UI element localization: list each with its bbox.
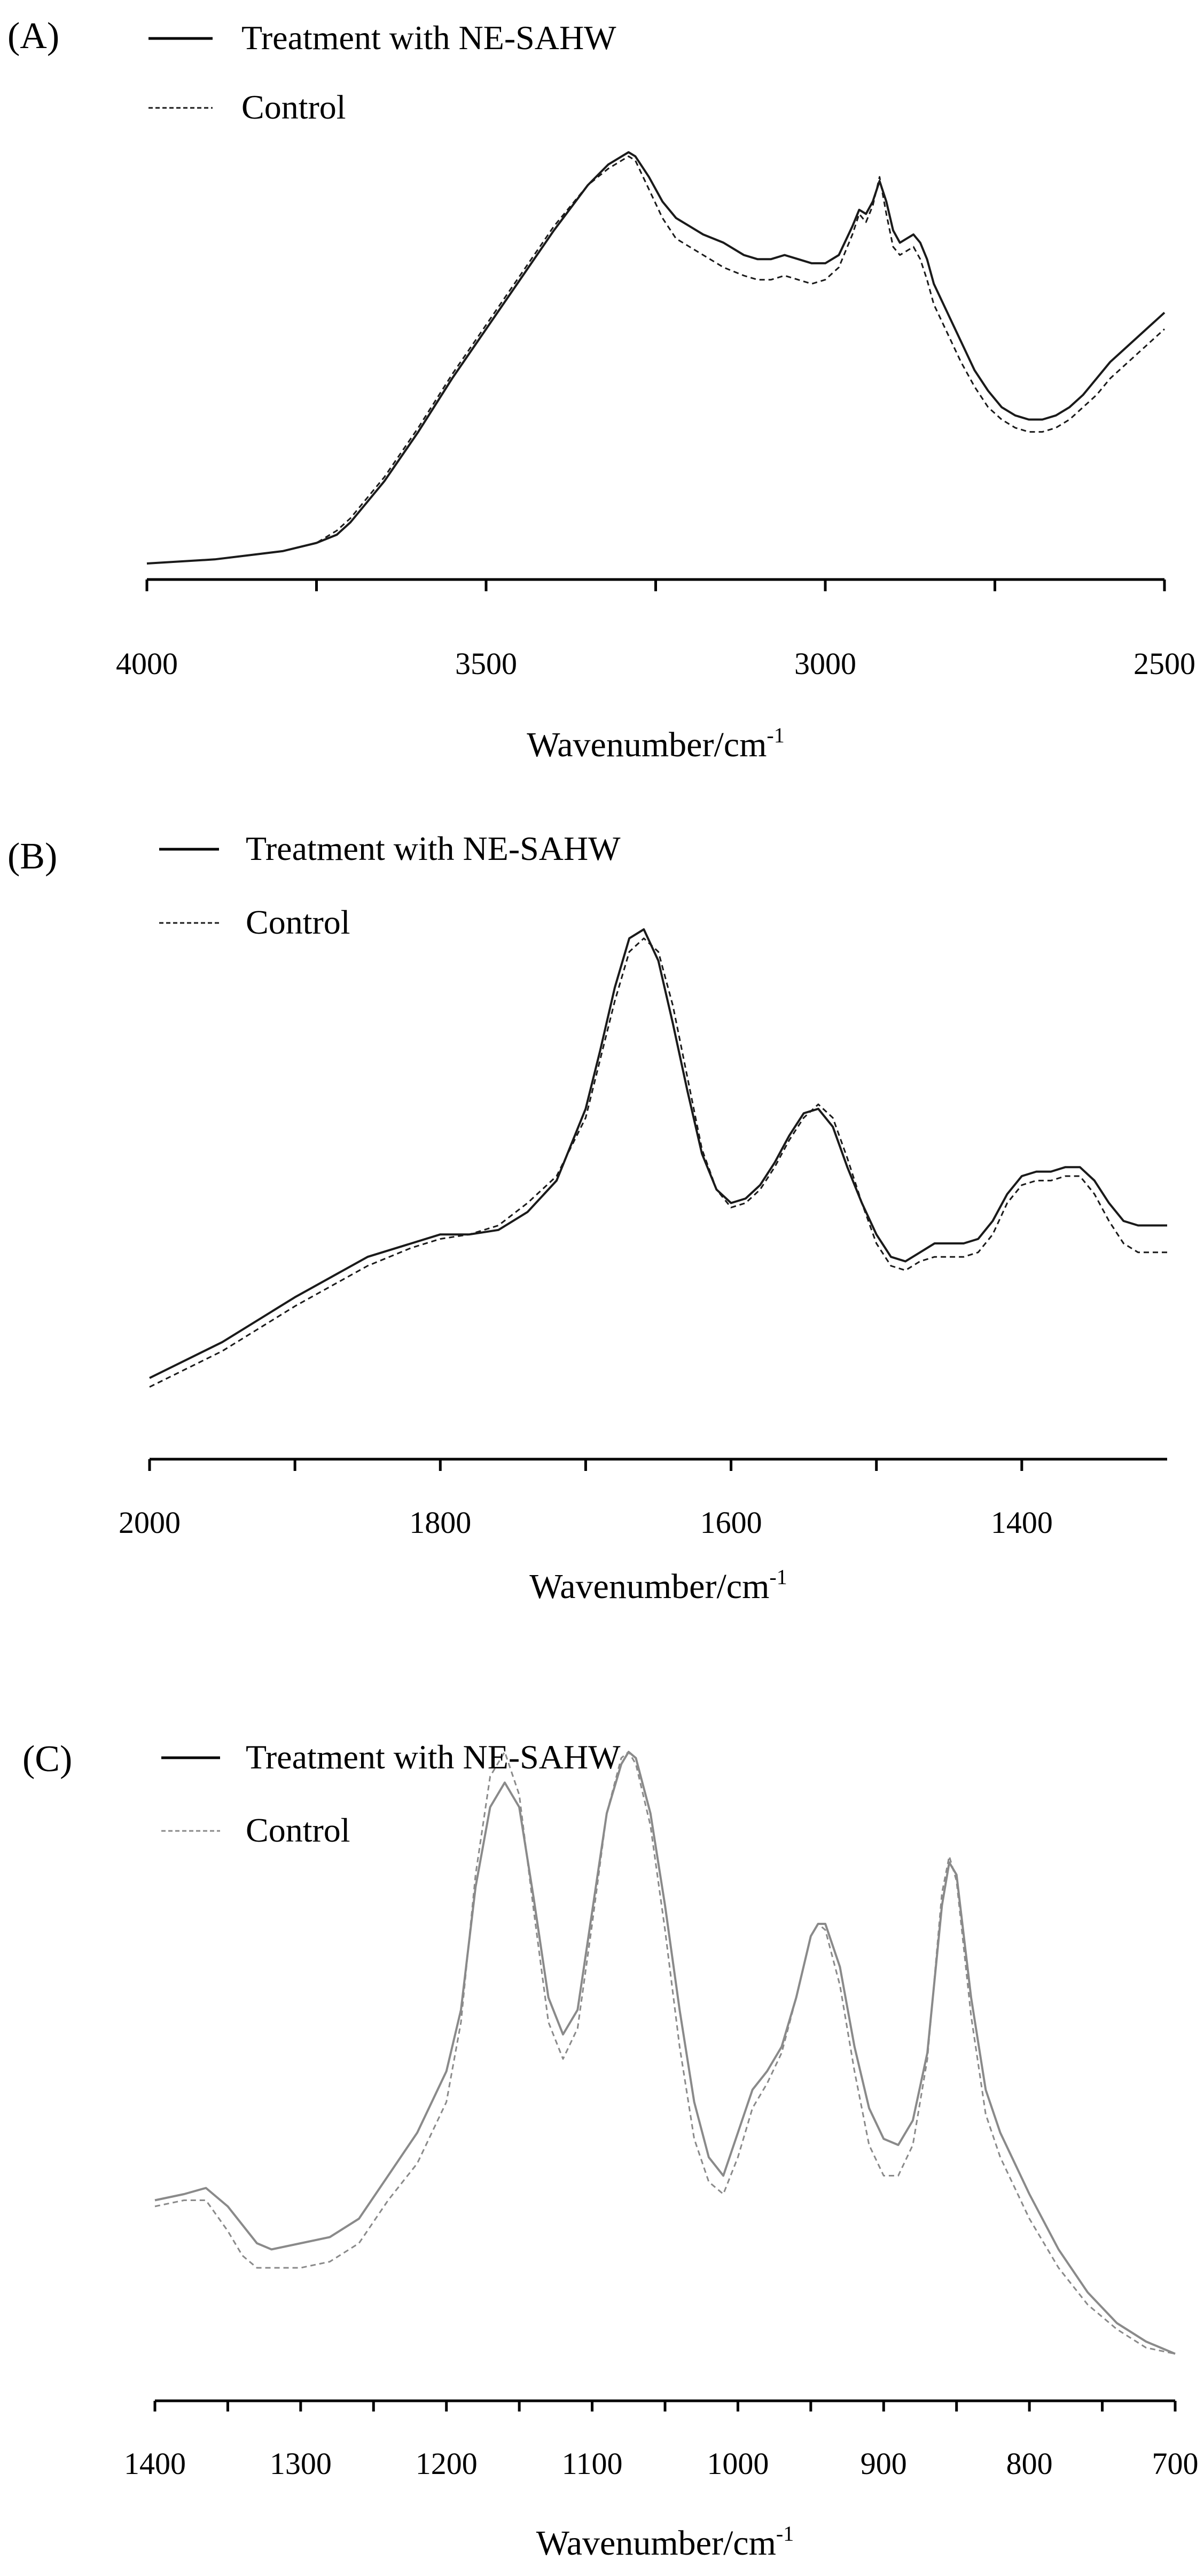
- panel-label: (B): [7, 836, 57, 877]
- x-tick-label: 900: [861, 2446, 907, 2481]
- x-axis-label: Wavenumber/cm-1: [536, 2522, 794, 2563]
- series-line-control: [146, 155, 1166, 565]
- x-tick-label: 1400: [124, 2446, 186, 2481]
- x-axis-label: Wavenumber/cm-1: [529, 1565, 787, 1606]
- panel-b: (B) 2000 1800 1600 1400 Wavenumber/cm-1 Treatm…: [7, 829, 1167, 1606]
- legend-label: Treatment with NE-SAHW: [241, 19, 616, 57]
- x-tick-label: 1600: [700, 1505, 762, 1540]
- panel-label: (C): [22, 1739, 72, 1780]
- x-axis-label-main: Wavenumber/cm: [527, 725, 767, 764]
- x-tick-label: 3000: [794, 646, 856, 681]
- x-tick-label: 2000: [119, 1505, 181, 1540]
- x-tick-label: 2500: [1133, 646, 1195, 681]
- series-line-treatment: [149, 928, 1167, 1379]
- panel-label: (A): [7, 15, 59, 57]
- x-tick-label: 1300: [270, 2446, 332, 2481]
- panel-c: (C) 1400 1300 1200 1100 1000 900 800 700 Wavenumb…: [22, 1738, 1199, 2563]
- x-tick-label: 800: [1006, 2446, 1053, 2481]
- x-tick-label: 1400: [991, 1505, 1053, 1540]
- legend-label: Treatment with NE-SAHW: [246, 1738, 621, 1776]
- x-axis-label-sup: -1: [769, 1565, 787, 1589]
- series-line-control: [154, 1751, 1176, 2355]
- x-axis-label-sup: -1: [767, 723, 784, 747]
- legend: Treatment with NE-SAHW Control: [161, 1738, 621, 1849]
- series-line-treatment: [146, 151, 1166, 565]
- series-line-control: [149, 937, 1167, 1388]
- x-tick-label: 1200: [416, 2446, 478, 2481]
- series-line-treatment: [154, 1751, 1176, 2355]
- legend: Treatment with NE-SAHW Control: [148, 19, 616, 126]
- legend-label: Treatment with NE-SAHW: [246, 829, 621, 867]
- x-axis-label-main: Wavenumber/cm: [536, 2524, 776, 2563]
- legend-label: Control: [246, 903, 350, 941]
- x-axis-label: Wavenumber/cm-1: [527, 723, 785, 764]
- x-tick-label: 1000: [707, 2446, 769, 2481]
- panel-a: (A) 4000 3500 3000 2500 Wavenumber/cm-1 Treatm…: [7, 15, 1195, 764]
- x-tick-label: 3500: [455, 646, 517, 681]
- x-tick-label: 4000: [116, 646, 178, 681]
- x-axis-label-sup: -1: [776, 2522, 794, 2546]
- x-tick-label: 1800: [409, 1505, 471, 1540]
- x-tick-label: 1100: [562, 2446, 623, 2481]
- legend-label: Control: [241, 88, 346, 126]
- legend: Treatment with NE-SAHW Control: [159, 829, 621, 941]
- x-tick-label: 700: [1152, 2446, 1199, 2481]
- x-axis-label-main: Wavenumber/cm: [529, 1567, 769, 1606]
- legend-label: Control: [246, 1811, 350, 1849]
